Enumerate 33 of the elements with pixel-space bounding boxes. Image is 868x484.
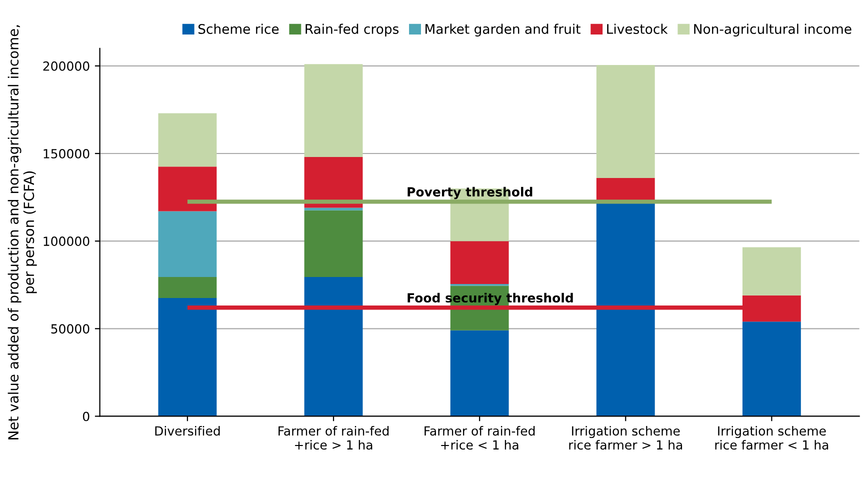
bar [304, 157, 363, 208]
bar [304, 276, 363, 416]
x-tick-label: Irrigation scheme rice farmer < 1 ha [715, 426, 828, 450]
bar [450, 241, 509, 284]
x-tick-label: Irrigation scheme rice farmer > 1 ha [569, 426, 682, 450]
bar [304, 208, 363, 210]
legend-label: Rain-fed crops [306, 24, 399, 37]
ref-line-label: Poverty threshold [408, 186, 532, 200]
y-tick-label: 50000 [51, 324, 90, 334]
bar [450, 330, 509, 416]
bar [596, 202, 655, 416]
bar [158, 166, 217, 212]
bar [158, 298, 217, 416]
x-tick-label: Farmer of rain-fed +rice < 1 ha [424, 426, 535, 450]
bar [158, 113, 217, 167]
legend-label: Market garden and fruit [426, 24, 580, 37]
x-tick-label: Diversified [155, 426, 220, 436]
y-axis-title: Net value added of production and non-agricultural income, per person (FCFA) [8, 25, 37, 440]
legend-label: Non-agricultural income [694, 24, 852, 37]
y-tick-label: 150000 [44, 148, 90, 158]
legend-label: Scheme rice [198, 24, 279, 34]
y-tick-label: 200000 [43, 61, 90, 71]
bar [158, 211, 217, 277]
bar [304, 64, 363, 157]
y-tick-label: 100000 [44, 236, 90, 246]
bar [304, 210, 363, 277]
bar [742, 322, 801, 416]
bar [158, 276, 217, 298]
y-tick-label: 0 [82, 412, 90, 422]
bar [742, 247, 801, 296]
bar [596, 65, 655, 178]
legend-label: Livestock [607, 24, 668, 34]
x-tick-label: Farmer of rain-fed +rice > 1 ha [278, 426, 389, 450]
